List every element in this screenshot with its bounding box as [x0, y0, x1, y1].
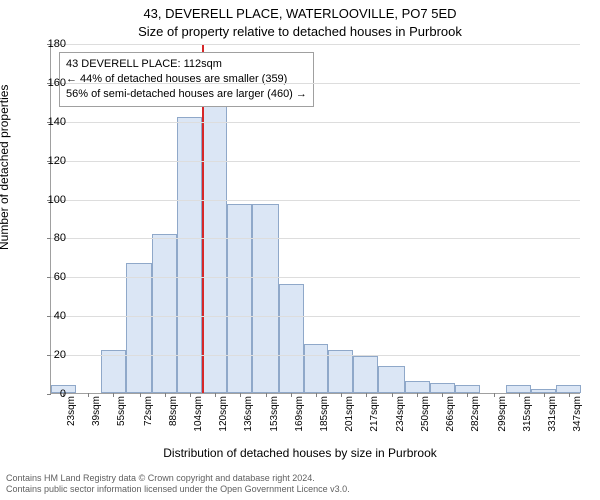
- ytick-label: 100: [26, 194, 66, 206]
- xtick-label: 266sqm: [445, 396, 456, 432]
- xtick-label: 185sqm: [319, 396, 330, 432]
- footer-line2: Contains public sector information licen…: [6, 484, 594, 496]
- gridline-h: [51, 122, 580, 123]
- ytick-label: 140: [26, 116, 66, 128]
- gridline-h: [51, 238, 580, 239]
- xtick-label: 23sqm: [66, 396, 77, 426]
- xtick-label: 234sqm: [395, 396, 406, 432]
- histogram-bar: [202, 105, 227, 393]
- gridline-h: [51, 316, 580, 317]
- gridline-h: [51, 200, 580, 201]
- xtick-mark: [519, 393, 520, 397]
- footer-line1: Contains HM Land Registry data © Crown c…: [6, 473, 594, 485]
- gridline-h: [51, 355, 580, 356]
- histogram-bar: [556, 385, 581, 393]
- xtick-mark: [165, 393, 166, 397]
- xtick-mark: [113, 393, 114, 397]
- xtick-label: 331sqm: [547, 396, 558, 432]
- xtick-mark: [140, 393, 141, 397]
- ytick-label: 20: [26, 349, 66, 361]
- gridline-h: [51, 44, 580, 45]
- xtick-mark: [467, 393, 468, 397]
- xtick-mark: [291, 393, 292, 397]
- annotation-line3: 56% of semi-detached houses are larger (…: [66, 87, 307, 102]
- xtick-label: 282sqm: [470, 396, 481, 432]
- histogram-bar: [328, 350, 353, 393]
- histogram-bar: [152, 234, 177, 393]
- ytick-label: 60: [26, 271, 66, 283]
- xtick-label: 250sqm: [420, 396, 431, 432]
- ytick-label: 40: [26, 310, 66, 322]
- ytick-label: 160: [26, 77, 66, 89]
- xtick-label: 169sqm: [294, 396, 305, 432]
- histogram-bar: [455, 385, 480, 393]
- footer-attribution: Contains HM Land Registry data © Crown c…: [6, 473, 594, 496]
- xtick-label: 104sqm: [193, 396, 204, 432]
- plot-area: 43 DEVERELL PLACE: 112sqm ← 44% of detac…: [50, 44, 580, 394]
- annotation-box: 43 DEVERELL PLACE: 112sqm ← 44% of detac…: [59, 52, 314, 107]
- xtick-mark: [442, 393, 443, 397]
- xtick-label: 315sqm: [522, 396, 533, 432]
- ytick-label: 120: [26, 155, 66, 167]
- histogram-bar: [378, 366, 405, 393]
- histogram-bar: [405, 381, 430, 393]
- chart-container: 43, DEVERELL PLACE, WATERLOOVILLE, PO7 5…: [0, 0, 600, 500]
- xtick-mark: [266, 393, 267, 397]
- histogram-bar: [101, 350, 126, 393]
- gridline-h: [51, 83, 580, 84]
- histogram-bar: [177, 117, 202, 393]
- xtick-mark: [88, 393, 89, 397]
- xtick-label: 153sqm: [269, 396, 280, 432]
- xtick-label: 72sqm: [143, 396, 154, 426]
- xtick-mark: [569, 393, 570, 397]
- y-axis-label: Number of detached properties: [0, 85, 11, 250]
- xtick-mark: [341, 393, 342, 397]
- xtick-mark: [190, 393, 191, 397]
- xtick-label: 217sqm: [369, 396, 380, 432]
- xtick-label: 120sqm: [218, 396, 229, 432]
- xtick-mark: [494, 393, 495, 397]
- xtick-mark: [544, 393, 545, 397]
- xtick-label: 347sqm: [572, 396, 583, 432]
- xtick-mark: [316, 393, 317, 397]
- histogram-bar: [506, 385, 531, 393]
- xtick-label: 201sqm: [344, 396, 355, 432]
- gridline-h: [51, 277, 580, 278]
- histogram-bar: [304, 344, 329, 393]
- xtick-label: 88sqm: [168, 396, 179, 426]
- histogram-bar: [430, 383, 455, 393]
- xtick-label: 299sqm: [497, 396, 508, 432]
- gridline-h: [51, 161, 580, 162]
- histogram-bar: [126, 263, 153, 393]
- xtick-mark: [417, 393, 418, 397]
- xtick-mark: [392, 393, 393, 397]
- histogram-bar: [252, 204, 279, 393]
- x-axis-label: Distribution of detached houses by size …: [0, 446, 600, 460]
- chart-title-line2: Size of property relative to detached ho…: [0, 24, 600, 39]
- xtick-mark: [240, 393, 241, 397]
- xtick-mark: [215, 393, 216, 397]
- xtick-label: 55sqm: [116, 396, 127, 426]
- xtick-mark: [366, 393, 367, 397]
- histogram-bar: [227, 204, 252, 393]
- ytick-label: 80: [26, 232, 66, 244]
- chart-title-line1: 43, DEVERELL PLACE, WATERLOOVILLE, PO7 5…: [0, 6, 600, 21]
- annotation-line2: ← 44% of detached houses are smaller (35…: [66, 72, 307, 87]
- annotation-line1: 43 DEVERELL PLACE: 112sqm: [66, 57, 307, 72]
- xtick-label: 136sqm: [243, 396, 254, 432]
- histogram-bar: [353, 356, 378, 393]
- ytick-label: 180: [26, 38, 66, 50]
- histogram-bar: [279, 284, 304, 393]
- ytick-label: 0: [26, 388, 66, 400]
- xtick-label: 39sqm: [91, 396, 102, 426]
